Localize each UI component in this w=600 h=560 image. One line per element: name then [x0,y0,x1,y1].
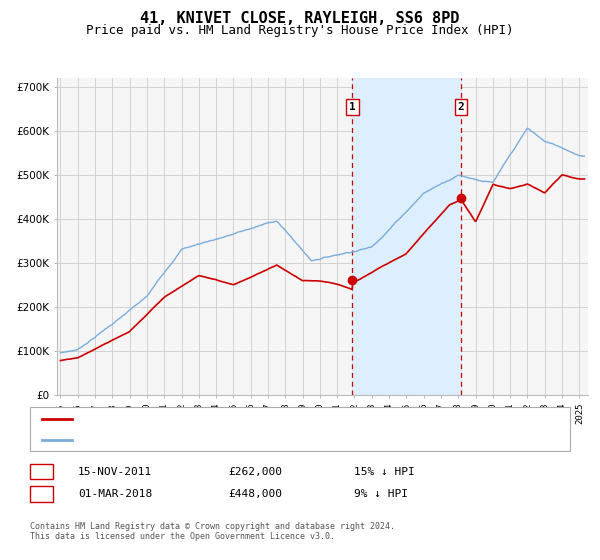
Text: Price paid vs. HM Land Registry's House Price Index (HPI): Price paid vs. HM Land Registry's House … [86,24,514,37]
Bar [352,78,461,395]
Text: 41, KNIVET CLOSE, RAYLEIGH, SS6 8PD: 41, KNIVET CLOSE, RAYLEIGH, SS6 8PD [140,11,460,26]
Text: HPI: Average price, detached house, Rochford: HPI: Average price, detached house, Roch… [78,435,353,445]
Text: Contains HM Land Registry data © Crown copyright and database right 2024.
This d: Contains HM Land Registry data © Crown c… [30,522,395,542]
Text: 1: 1 [38,465,45,478]
Text: 2: 2 [38,487,45,501]
Text: 9% ↓ HPI: 9% ↓ HPI [354,489,408,499]
Text: 1: 1 [349,102,356,112]
Text: 41, KNIVET CLOSE, RAYLEIGH, SS6 8PD (detached house): 41, KNIVET CLOSE, RAYLEIGH, SS6 8PD (det… [78,414,403,424]
Text: 15% ↓ HPI: 15% ↓ HPI [354,466,415,477]
Text: 15-NOV-2011: 15-NOV-2011 [78,466,152,477]
Text: 2: 2 [458,102,464,112]
Text: £448,000: £448,000 [228,489,282,499]
Text: 01-MAR-2018: 01-MAR-2018 [78,489,152,499]
Text: £262,000: £262,000 [228,466,282,477]
